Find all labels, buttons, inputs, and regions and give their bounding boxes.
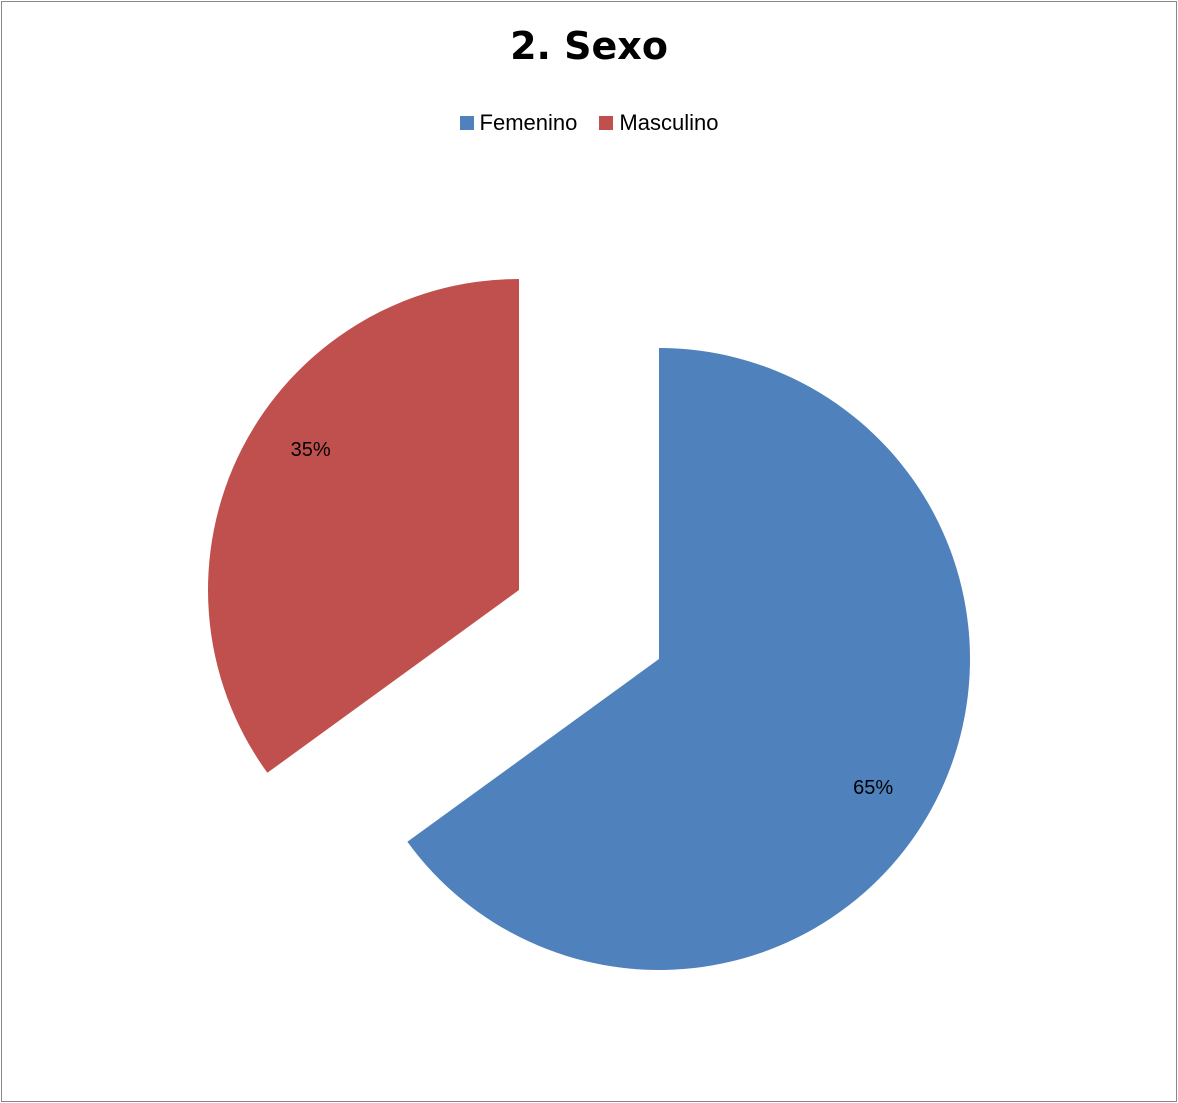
legend-item-masculino: Masculino	[599, 110, 718, 136]
legend-item-femenino: Femenino	[459, 110, 578, 136]
data-label-masculino: 35%	[291, 439, 331, 461]
data-label-femenino: 65%	[853, 777, 893, 799]
pie-slice-masculino	[208, 279, 519, 773]
pie-slice-femenino	[407, 348, 971, 970]
chart-title: 2. Sexo	[510, 24, 668, 68]
legend-label-femenino: Femenino	[479, 110, 578, 135]
legend-swatch-masculino	[599, 116, 614, 130]
legend-swatch-femenino	[459, 116, 474, 130]
chart-legend: Femenino Masculino	[0, 110, 1178, 136]
legend-label-masculino: Masculino	[619, 110, 719, 135]
